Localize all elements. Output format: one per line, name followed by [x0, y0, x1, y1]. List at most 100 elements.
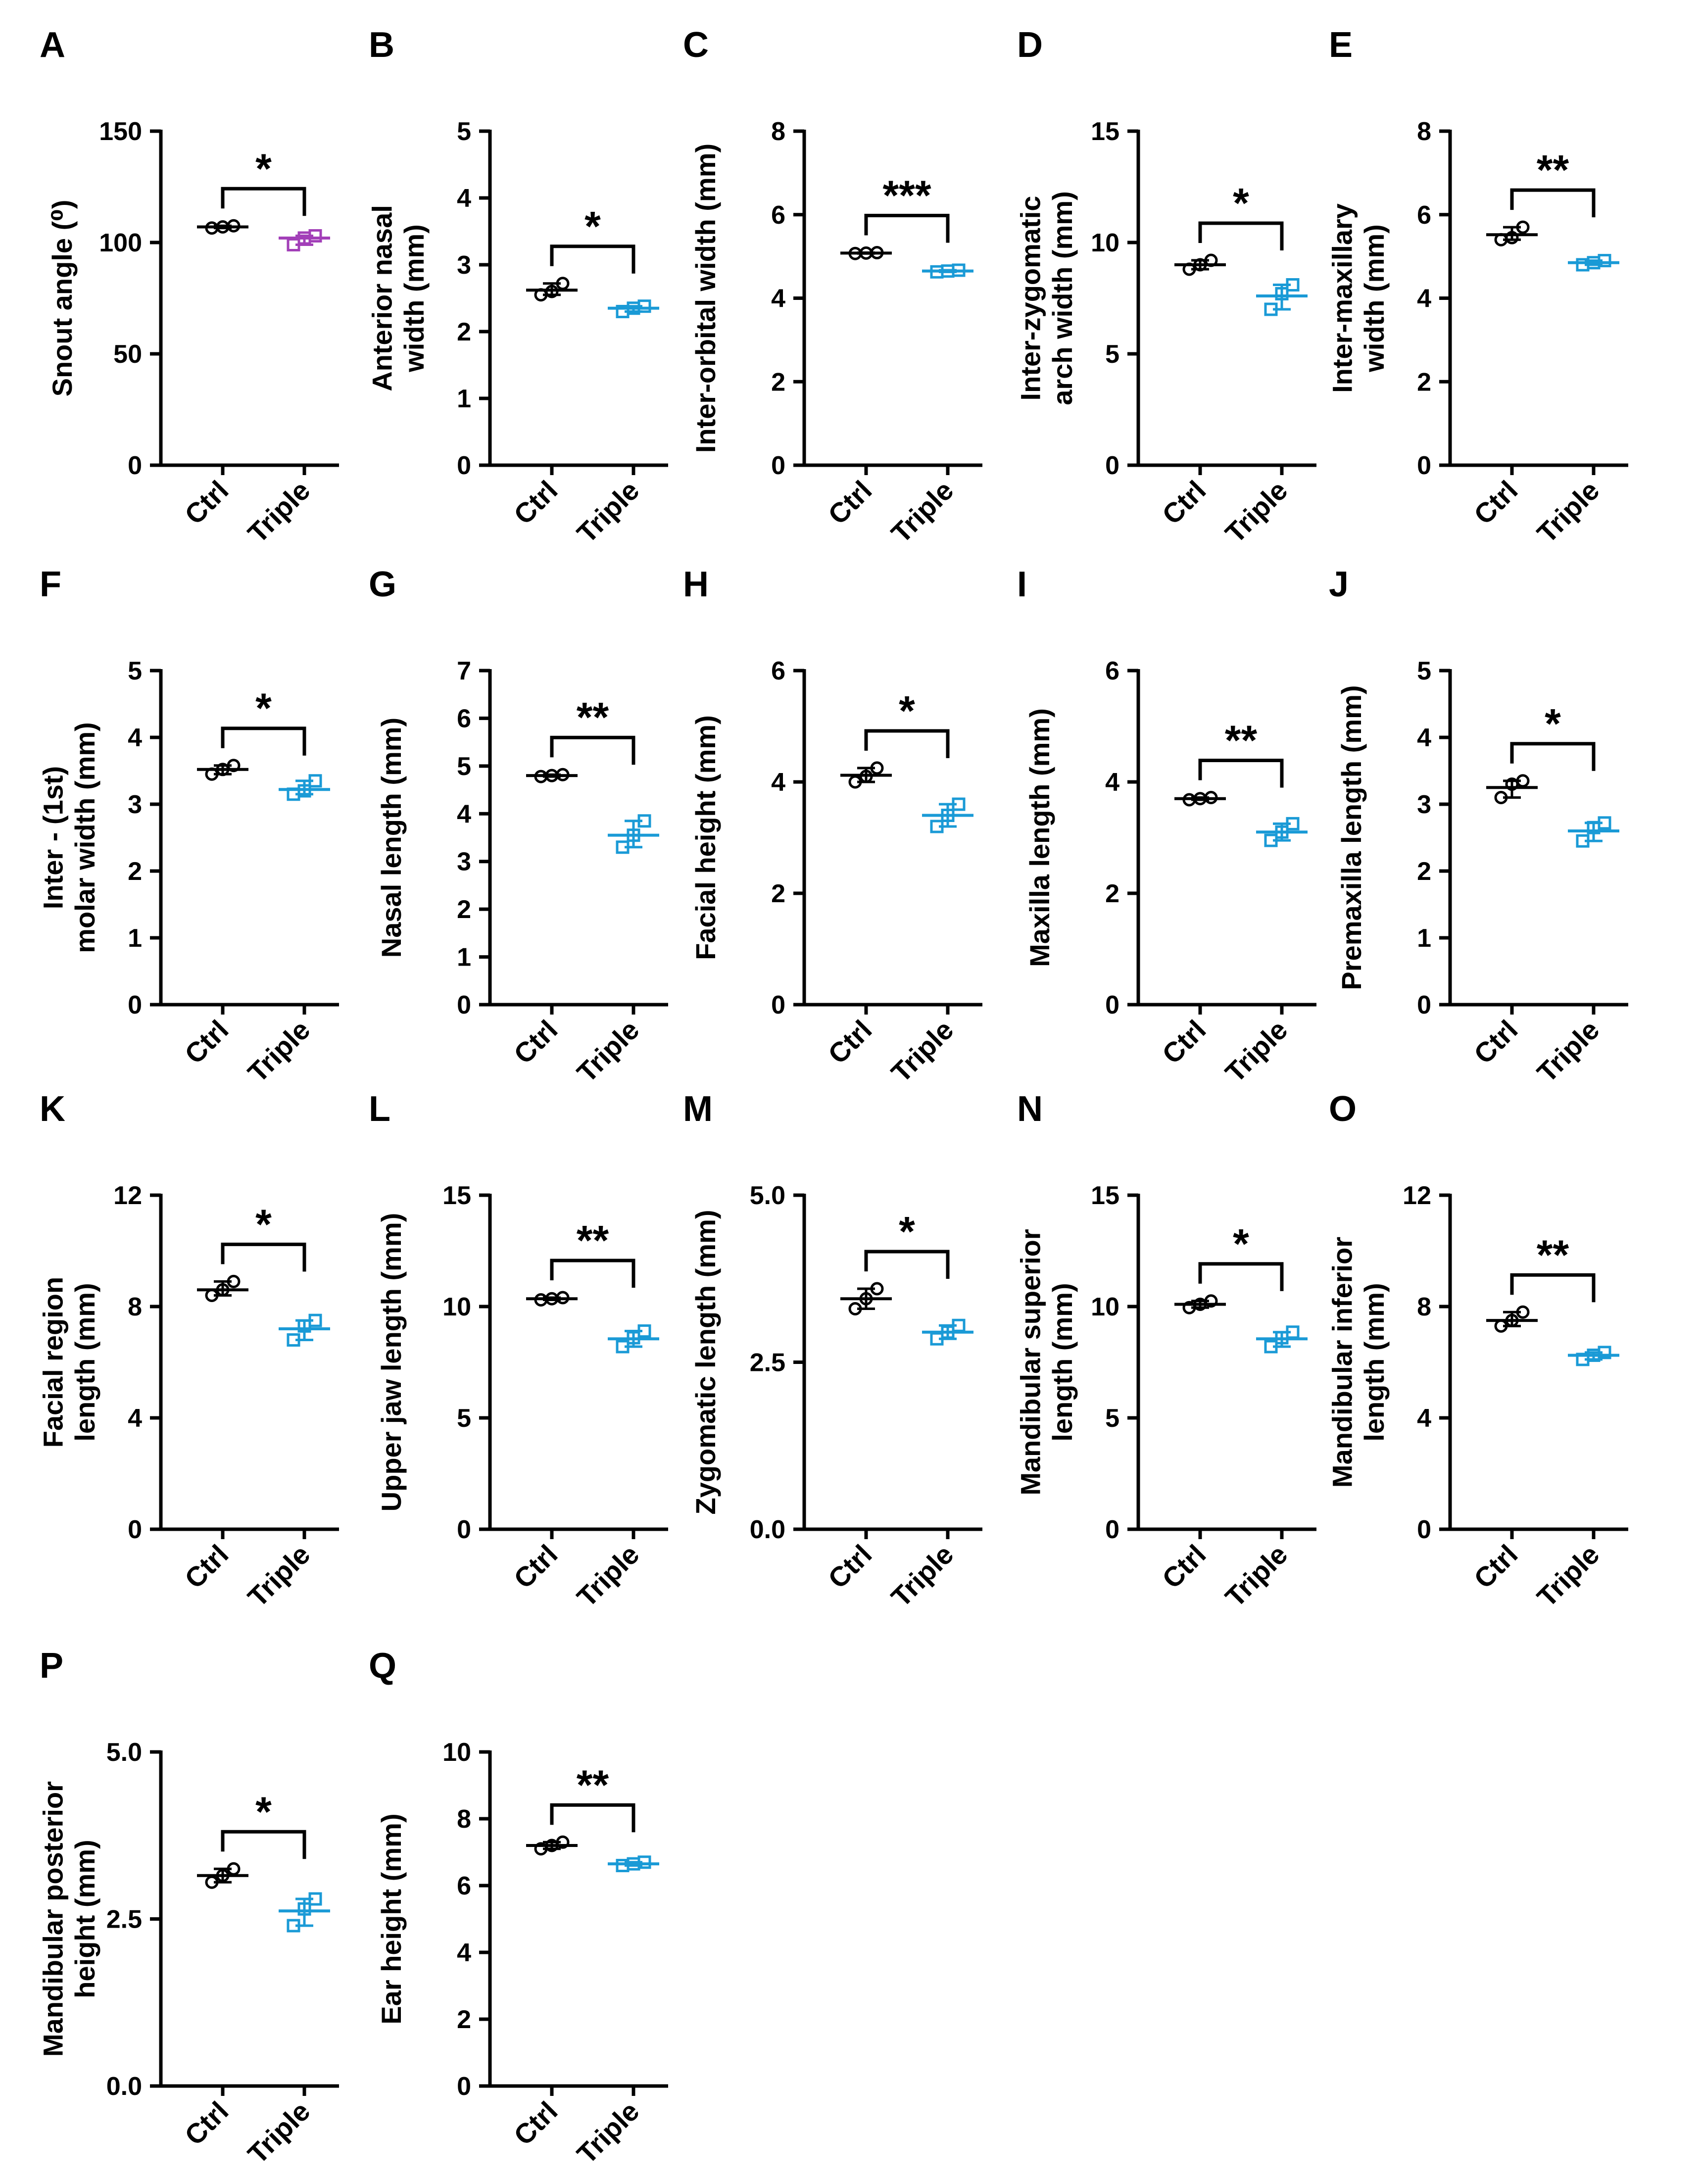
- data-point: [1505, 231, 1519, 244]
- data-point: [870, 761, 884, 775]
- y-tick-label: 6: [1417, 201, 1431, 230]
- data-point: [205, 1875, 219, 1889]
- data-point: [1598, 1346, 1611, 1359]
- y-tick-label: 0: [1417, 1515, 1431, 1544]
- y-tick-label: 4: [1105, 768, 1119, 797]
- data-point: [205, 767, 219, 781]
- x-category-label: Triple: [242, 1014, 316, 1088]
- significance-bracket: [864, 729, 950, 758]
- y-tick-label: 4: [1417, 724, 1431, 752]
- y-tick-label: 6: [771, 657, 785, 685]
- data-point: [1264, 1340, 1278, 1354]
- panel-letter-n: N: [1017, 1089, 1043, 1129]
- y-tick-label: 0: [1105, 1515, 1119, 1544]
- y-tick-label: 15: [1091, 1181, 1119, 1210]
- x-category-label: Ctrl: [822, 475, 878, 531]
- y-tick-label: 3: [457, 848, 471, 876]
- panel-f: F 0 1 2 3 4 5 Ctrl Triple Inter - (1st)molar widt…: [38, 565, 339, 1088]
- x-category-label: Triple: [1531, 1014, 1605, 1088]
- significance-label: *: [1545, 700, 1561, 747]
- y-tick-label: 1: [457, 943, 471, 972]
- x-category-label: Triple: [571, 1014, 645, 1088]
- significance-label: **: [577, 694, 609, 740]
- y-tick-label: 0: [771, 991, 785, 1019]
- data-point: [848, 775, 862, 789]
- y-tick-label: 1: [457, 385, 471, 413]
- panel-q: Q 0 2 4 6 8 10 Ctrl Triple Ear height (mm) **: [369, 1646, 668, 2170]
- significance-bracket: [550, 1259, 635, 1288]
- y-tick-label: 2: [1105, 879, 1119, 908]
- data-point: [1204, 253, 1218, 267]
- data-point: [637, 1855, 651, 1869]
- x-category-label: Triple: [885, 475, 959, 549]
- significance-label: *: [584, 203, 601, 249]
- x-category-label: Ctrl: [508, 1014, 564, 1070]
- panel-letter-e: E: [1329, 25, 1353, 65]
- y-axis-title: Inter-zygomaticarch width (mm): [1015, 191, 1078, 405]
- x-category-label: Ctrl: [822, 1539, 878, 1595]
- y-tick-label: 50: [113, 340, 142, 369]
- data-point: [1598, 254, 1611, 268]
- y-tick-label: 0: [1417, 991, 1431, 1019]
- x-category-label: Triple: [1219, 475, 1293, 549]
- y-tick-label: 10: [1091, 229, 1119, 257]
- significance-label: **: [1537, 146, 1569, 193]
- y-tick-label: 2: [1417, 368, 1431, 396]
- data-point: [556, 277, 570, 291]
- y-tick-label: 8: [1417, 117, 1431, 146]
- y-tick-label: 0: [1417, 451, 1431, 480]
- y-tick-label: 5: [128, 657, 142, 685]
- significance-label: *: [255, 145, 272, 192]
- y-tick-label: 2.5: [106, 1905, 142, 1934]
- y-tick-label: 0: [457, 2072, 471, 2101]
- y-tick-label: 4: [457, 800, 471, 828]
- y-axis-title: Inter-orbital width (mm): [690, 144, 721, 453]
- panel-a: A 0 50 100 150 Ctrl Triple Snout angle (⁰) *: [40, 25, 339, 549]
- panel-letter-d: D: [1017, 25, 1043, 65]
- y-tick-label: 6: [771, 201, 785, 230]
- y-tick-label: 8: [1417, 1293, 1431, 1321]
- data-point: [1516, 1305, 1530, 1319]
- data-point: [556, 1835, 570, 1849]
- significance-bracket: [550, 1803, 635, 1833]
- y-axis-title: Ear height (mm): [376, 1813, 407, 2024]
- y-tick-label: 4: [457, 1939, 471, 1967]
- panel-letter-f: F: [40, 565, 61, 604]
- y-tick-label: 8: [128, 1293, 142, 1321]
- data-point: [556, 768, 570, 781]
- data-point: [287, 1919, 300, 1933]
- y-tick-label: 2: [128, 857, 142, 886]
- y-tick-label: 4: [128, 724, 142, 752]
- x-category-label: Ctrl: [179, 2095, 235, 2151]
- y-tick-label: 15: [1091, 117, 1119, 146]
- y-axis-title: Mandibular posteriorheight (mm): [38, 1781, 100, 2057]
- data-point: [952, 797, 966, 811]
- y-tick-label: 4: [1417, 285, 1431, 313]
- y-tick-label: 10: [1091, 1293, 1119, 1321]
- data-point: [205, 1289, 219, 1302]
- panel-k: K 0 4 8 12 Ctrl Triple Facial regionlength (mm)…: [38, 1089, 339, 1613]
- y-tick-label: 5: [457, 1404, 471, 1433]
- y-tick-label: 15: [442, 1181, 471, 1210]
- data-point: [1204, 791, 1218, 804]
- y-tick-label: 150: [99, 117, 142, 146]
- panel-b: B 0 1 2 3 4 5 Ctrl Triple Anterior nasalwidth (mm…: [367, 25, 668, 549]
- y-tick-label: 0: [128, 1515, 142, 1544]
- y-axis-title: Mandibular superiorlength (mm): [1015, 1229, 1078, 1495]
- significance-label: *: [899, 1208, 915, 1255]
- significance-label: *: [1233, 180, 1249, 226]
- panel-letter-h: H: [683, 565, 709, 604]
- significance-label: *: [255, 1201, 272, 1247]
- data-point: [1516, 774, 1530, 788]
- data-point: [1204, 1294, 1218, 1308]
- panel-letter-o: O: [1329, 1089, 1357, 1129]
- data-point: [297, 784, 311, 798]
- significance-label: *: [1233, 1220, 1249, 1267]
- significance-bracket: [864, 1250, 950, 1279]
- data-point: [216, 1283, 230, 1297]
- significance-bracket: [1510, 188, 1596, 218]
- significance-bracket: [221, 1242, 306, 1272]
- y-tick-label: 1: [1417, 924, 1431, 953]
- data-point: [1505, 1313, 1519, 1327]
